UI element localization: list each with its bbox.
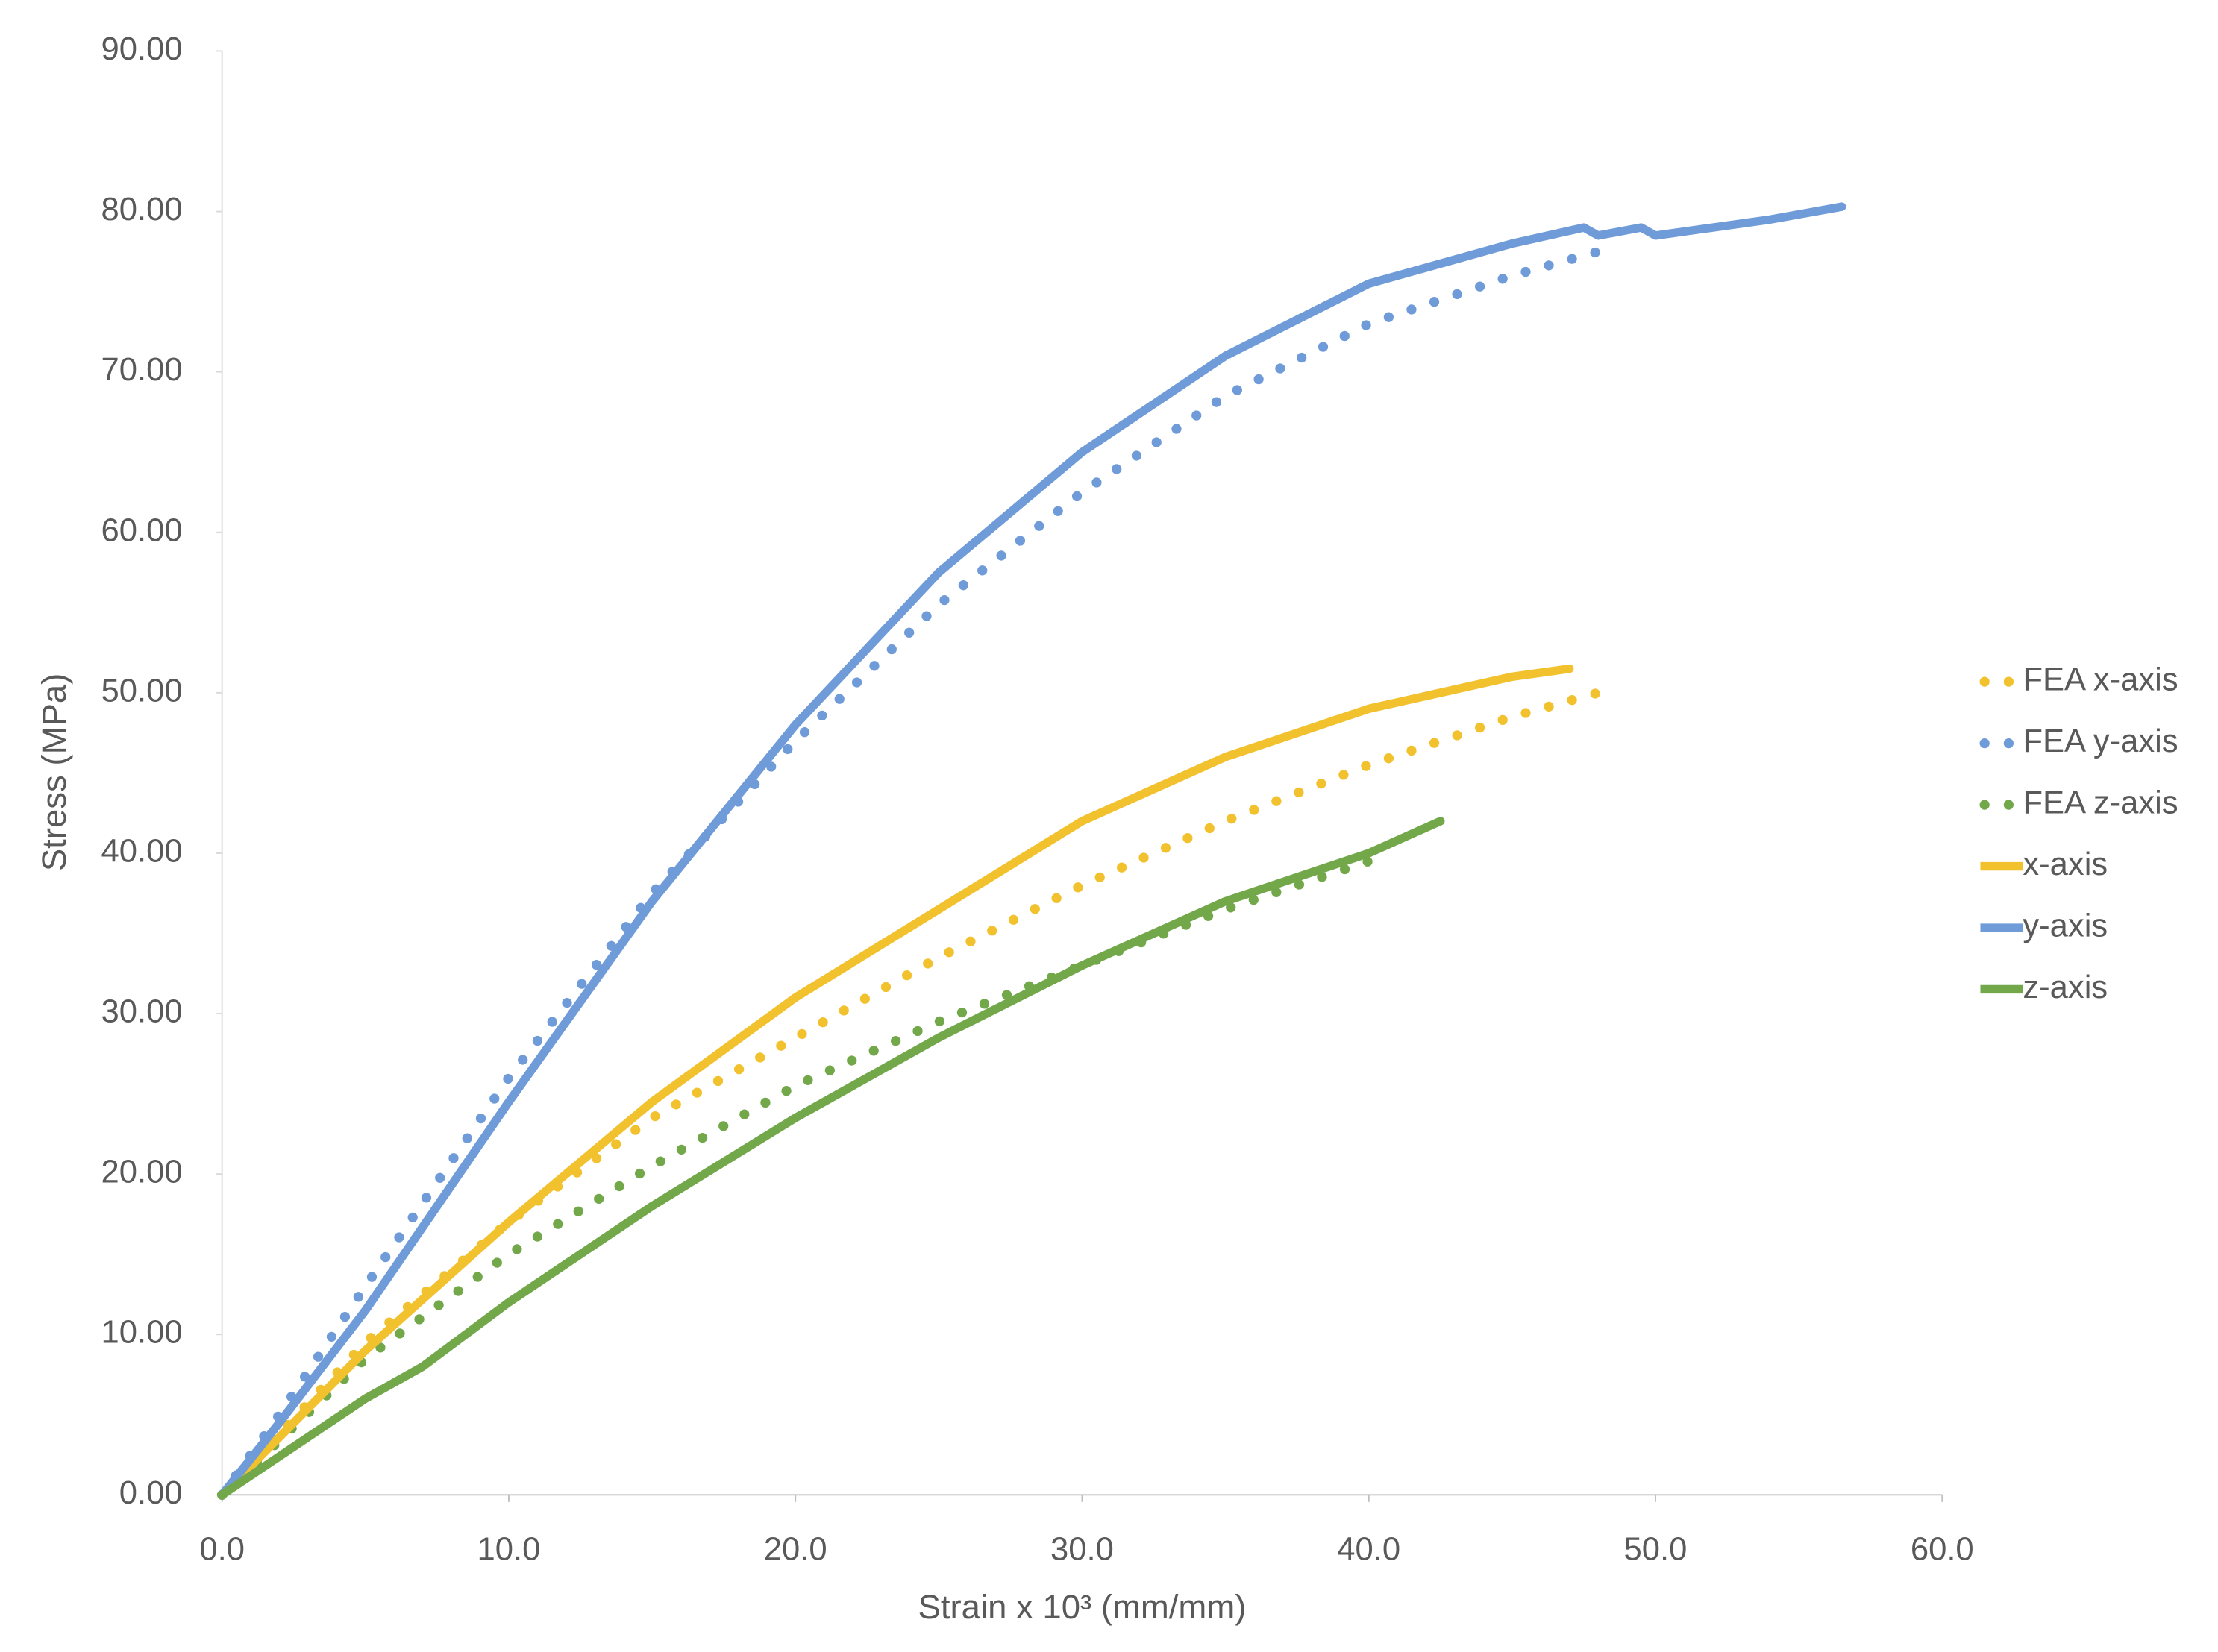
series-line [217, 202, 1846, 1500]
y-tick-label: 10.00 [101, 1315, 182, 1351]
y-axis-title: Stress (MPa) [35, 673, 73, 871]
legend-label: FEA x-axis [2023, 662, 2178, 698]
y-tick-label: 90.00 [101, 31, 182, 67]
x-tick-label: 50.0 [1624, 1532, 1688, 1568]
y-tick-label: 0.00 [119, 1475, 183, 1511]
legend-label: z-axis [2023, 970, 2108, 1005]
legend-label: FEA z-axis [2023, 785, 2178, 821]
series-line [217, 664, 1574, 1500]
series-line [217, 246, 1603, 1500]
series-line [217, 817, 1445, 1500]
x-tick-label: 0.0 [199, 1532, 245, 1568]
y-tick-label: 50.00 [101, 673, 182, 709]
legend-label: x-axis [2023, 847, 2108, 882]
y-tick-label: 40.00 [101, 833, 182, 869]
legend-label: FEA y-axis [2023, 723, 2178, 759]
x-tick-label: 20.0 [764, 1532, 827, 1568]
y-tick-label: 70.00 [101, 352, 182, 388]
legend-label: y-axis [2023, 908, 2108, 944]
series-line [217, 856, 1374, 1500]
x-tick-label: 60.0 [1911, 1532, 1974, 1568]
series-line [217, 688, 1603, 1500]
y-tick-label: 60.00 [101, 512, 182, 548]
x-axis-title: Strain x 10³ (mm/mm) [918, 1588, 1247, 1626]
x-tick-label: 10.0 [477, 1532, 541, 1568]
y-tick-label: 80.00 [101, 192, 182, 227]
x-tick-label: 30.0 [1050, 1532, 1114, 1568]
y-tick-label: 30.00 [101, 994, 182, 1030]
y-tick-label: 20.00 [101, 1155, 182, 1190]
x-tick-label: 40.0 [1337, 1532, 1400, 1568]
